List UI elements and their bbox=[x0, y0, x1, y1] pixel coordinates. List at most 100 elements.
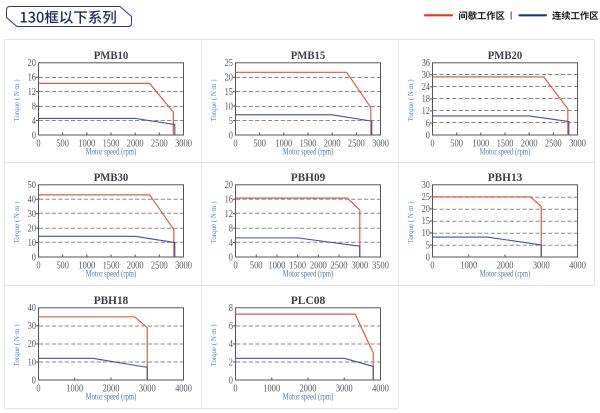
svg-text:2500: 2500 bbox=[150, 138, 167, 149]
svg-text:0: 0 bbox=[31, 375, 35, 386]
svg-text:Torque ( N·m ): Torque ( N·m ) bbox=[406, 201, 415, 243]
svg-text:20: 20 bbox=[224, 180, 232, 191]
svg-text:20: 20 bbox=[27, 224, 35, 235]
svg-text:10: 10 bbox=[421, 228, 429, 239]
svg-text:20: 20 bbox=[224, 73, 232, 84]
svg-text:0: 0 bbox=[228, 375, 232, 386]
svg-text:3000: 3000 bbox=[175, 260, 192, 271]
svg-text:500: 500 bbox=[56, 138, 69, 149]
svg-text:PBH18: PBH18 bbox=[93, 293, 128, 307]
svg-text:18: 18 bbox=[421, 94, 429, 105]
svg-text:1500: 1500 bbox=[299, 138, 316, 149]
svg-text:2000: 2000 bbox=[520, 138, 537, 149]
svg-text:12: 12 bbox=[27, 87, 35, 98]
svg-text:15: 15 bbox=[224, 87, 232, 98]
svg-text:Torque ( N·m ): Torque ( N·m ) bbox=[209, 323, 218, 365]
svg-text:20: 20 bbox=[27, 339, 35, 350]
svg-text:3000: 3000 bbox=[532, 260, 549, 271]
svg-text:0: 0 bbox=[36, 383, 40, 394]
svg-text:PMB30: PMB30 bbox=[93, 170, 128, 184]
svg-text:16: 16 bbox=[27, 73, 35, 84]
svg-text:2000: 2000 bbox=[496, 260, 513, 271]
svg-text:0: 0 bbox=[425, 252, 429, 263]
svg-text:PBH13: PBH13 bbox=[487, 170, 522, 184]
svg-text:12: 12 bbox=[224, 209, 232, 220]
svg-text:6: 6 bbox=[228, 321, 232, 332]
svg-text:2000: 2000 bbox=[102, 383, 119, 394]
svg-text:Torque ( N·m ): Torque ( N·m ) bbox=[12, 79, 21, 121]
svg-text:Torque ( N·m ): Torque ( N·m ) bbox=[406, 79, 415, 121]
svg-text:30: 30 bbox=[421, 70, 429, 81]
svg-text:10: 10 bbox=[27, 357, 35, 368]
svg-text:Motor speed (rpm): Motor speed (rpm) bbox=[479, 147, 530, 157]
svg-text:4: 4 bbox=[31, 116, 35, 127]
svg-text:3000: 3000 bbox=[335, 383, 352, 394]
svg-text:3500: 3500 bbox=[372, 260, 389, 271]
svg-text:Motor speed (rpm): Motor speed (rpm) bbox=[282, 147, 333, 157]
svg-text:2000: 2000 bbox=[299, 383, 316, 394]
svg-text:2000: 2000 bbox=[309, 260, 326, 271]
svg-text:2500: 2500 bbox=[150, 260, 167, 271]
svg-text:4000: 4000 bbox=[372, 383, 389, 394]
svg-text:0: 0 bbox=[228, 252, 232, 263]
svg-text:500: 500 bbox=[249, 260, 262, 271]
svg-text:0: 0 bbox=[36, 260, 40, 271]
svg-text:2: 2 bbox=[228, 357, 232, 368]
svg-text:PMB10: PMB10 bbox=[93, 48, 128, 62]
svg-text:40: 40 bbox=[27, 303, 35, 314]
svg-text:20: 20 bbox=[27, 58, 35, 69]
svg-text:15: 15 bbox=[421, 216, 429, 227]
svg-text:0: 0 bbox=[31, 252, 35, 263]
svg-text:30: 30 bbox=[421, 180, 429, 191]
svg-text:Torque ( N·m ): Torque ( N·m ) bbox=[12, 323, 21, 365]
svg-text:0: 0 bbox=[233, 260, 237, 271]
svg-text:4000: 4000 bbox=[175, 383, 192, 394]
svg-text:5: 5 bbox=[425, 240, 429, 251]
svg-text:25: 25 bbox=[224, 58, 232, 69]
svg-text:Motor speed (rpm): Motor speed (rpm) bbox=[479, 269, 530, 279]
svg-text:8: 8 bbox=[31, 101, 35, 112]
svg-text:4: 4 bbox=[228, 339, 232, 350]
svg-text:1000: 1000 bbox=[460, 260, 477, 271]
svg-text:8: 8 bbox=[228, 303, 232, 314]
svg-text:3000: 3000 bbox=[138, 383, 155, 394]
svg-text:0: 0 bbox=[233, 138, 237, 149]
svg-text:Torque ( N·m ): Torque ( N·m ) bbox=[209, 79, 218, 121]
svg-text:Torque ( N·m ): Torque ( N·m ) bbox=[12, 201, 21, 243]
svg-text:Motor speed (rpm): Motor speed (rpm) bbox=[85, 391, 136, 401]
svg-text:1500: 1500 bbox=[102, 260, 119, 271]
svg-text:Motor speed (rpm): Motor speed (rpm) bbox=[282, 269, 333, 279]
svg-text:1000: 1000 bbox=[263, 383, 280, 394]
svg-text:3000: 3000 bbox=[175, 138, 192, 149]
svg-text:10: 10 bbox=[27, 238, 35, 249]
svg-text:PMB20: PMB20 bbox=[487, 48, 522, 62]
svg-text:2000: 2000 bbox=[126, 138, 143, 149]
svg-text:25: 25 bbox=[421, 192, 429, 203]
svg-text:1000: 1000 bbox=[472, 138, 489, 149]
svg-text:0: 0 bbox=[430, 260, 434, 271]
svg-text:PBH09: PBH09 bbox=[290, 170, 325, 184]
svg-text:Motor speed (rpm): Motor speed (rpm) bbox=[85, 269, 136, 279]
svg-text:2500: 2500 bbox=[544, 138, 561, 149]
svg-text:0: 0 bbox=[36, 138, 40, 149]
svg-text:0: 0 bbox=[425, 130, 429, 141]
svg-text:1000: 1000 bbox=[78, 260, 95, 271]
svg-text:8: 8 bbox=[228, 224, 232, 235]
svg-text:1000: 1000 bbox=[268, 260, 285, 271]
svg-text:4: 4 bbox=[228, 238, 232, 249]
svg-text:6: 6 bbox=[425, 118, 429, 129]
svg-text:2500: 2500 bbox=[347, 138, 364, 149]
svg-text:0: 0 bbox=[430, 138, 434, 149]
svg-text:5: 5 bbox=[228, 116, 232, 127]
svg-text:0: 0 bbox=[228, 130, 232, 141]
svg-text:20: 20 bbox=[421, 204, 429, 215]
svg-text:500: 500 bbox=[253, 138, 266, 149]
svg-text:1500: 1500 bbox=[496, 138, 513, 149]
svg-text:PLC08: PLC08 bbox=[290, 293, 325, 307]
svg-text:Torque ( N·m ): Torque ( N·m ) bbox=[209, 201, 218, 243]
svg-text:12: 12 bbox=[421, 106, 429, 117]
svg-text:PMB15: PMB15 bbox=[290, 48, 325, 62]
svg-text:40: 40 bbox=[27, 195, 35, 206]
svg-text:24: 24 bbox=[421, 82, 429, 93]
svg-text:30: 30 bbox=[27, 209, 35, 220]
